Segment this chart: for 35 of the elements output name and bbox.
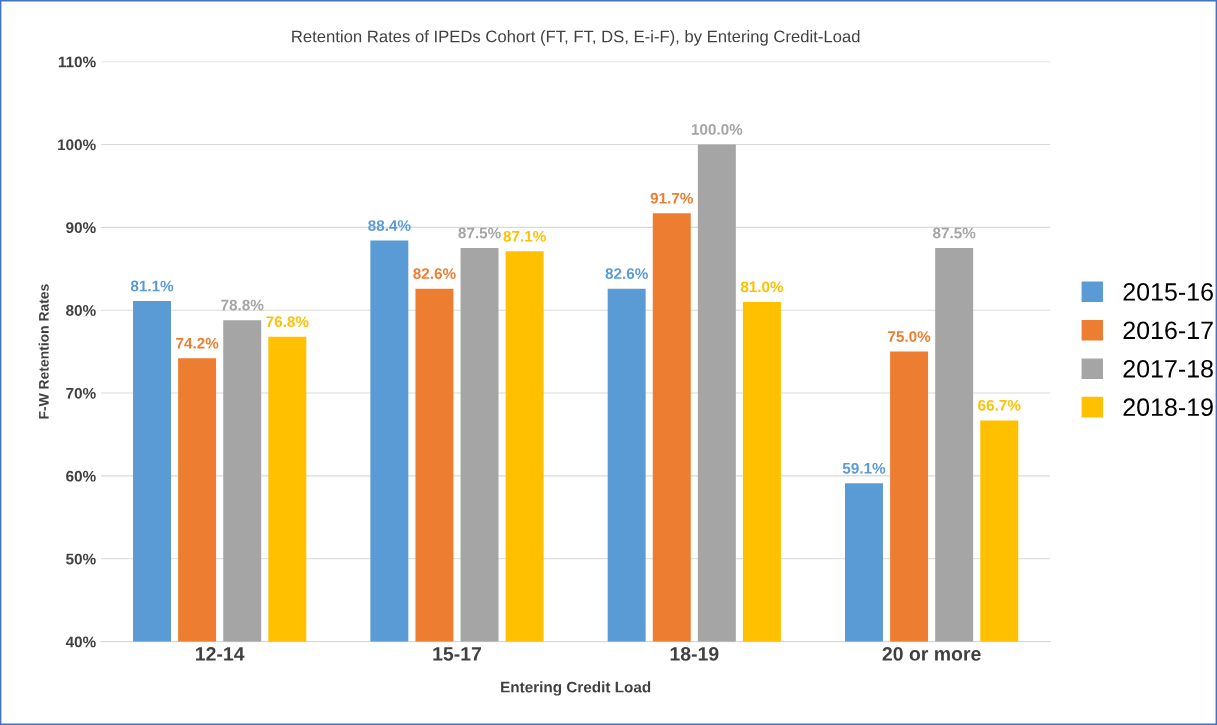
data-label: 87.5%	[932, 227, 976, 239]
chart-title: Retention Rates of IPEDs Cohort (FT, FT, DS, E-i-F), by Entering Credit-Load	[292, 30, 860, 46]
y-tick-label: 110%	[58, 56, 96, 68]
data-label: 78.8%	[221, 299, 264, 311]
data-label: 76.8%	[266, 316, 309, 328]
legend-label: 2018-19	[1123, 398, 1213, 417]
data-label: 87.5%	[458, 227, 501, 239]
data-label: 81.0%	[740, 281, 784, 293]
data-label: 74.2%	[176, 337, 219, 349]
x-axis-title: Entering Credit Load	[501, 681, 651, 696]
legend-label: 2017-18	[1123, 359, 1213, 378]
data-label: 82.6%	[413, 268, 456, 280]
y-tick-label: 50%	[66, 553, 96, 565]
y-axis-title: F-W Retention Rates	[38, 284, 49, 419]
legend-label: 2016-17	[1123, 321, 1213, 340]
y-tick-label: 100%	[58, 139, 96, 151]
y-tick-label: 90%	[66, 222, 96, 234]
y-tick-label: 70%	[66, 387, 96, 399]
x-tick-label: 20 or more	[882, 647, 981, 661]
data-label: 88.4%	[368, 220, 411, 231]
x-tick-label: 15-17	[433, 647, 481, 661]
y-tick-label: 80%	[66, 305, 96, 316]
data-label: 59.1%	[842, 462, 886, 474]
x-tick-label: 12-14	[196, 647, 245, 661]
data-label: 75.0%	[888, 331, 931, 342]
legend-label: 2015-16	[1123, 283, 1213, 301]
data-label: 81.1%	[130, 280, 174, 292]
data-label: 66.7%	[978, 399, 1021, 411]
y-tick-label: 60%	[66, 470, 96, 482]
y-tick-label: 40%	[65, 636, 96, 648]
data-label: 82.6%	[605, 268, 648, 280]
data-label: 100.0%	[691, 124, 743, 135]
data-label: 91.7%	[650, 192, 694, 204]
data-label: 87.1%	[503, 230, 546, 242]
x-tick-label: 18-19	[670, 647, 719, 661]
